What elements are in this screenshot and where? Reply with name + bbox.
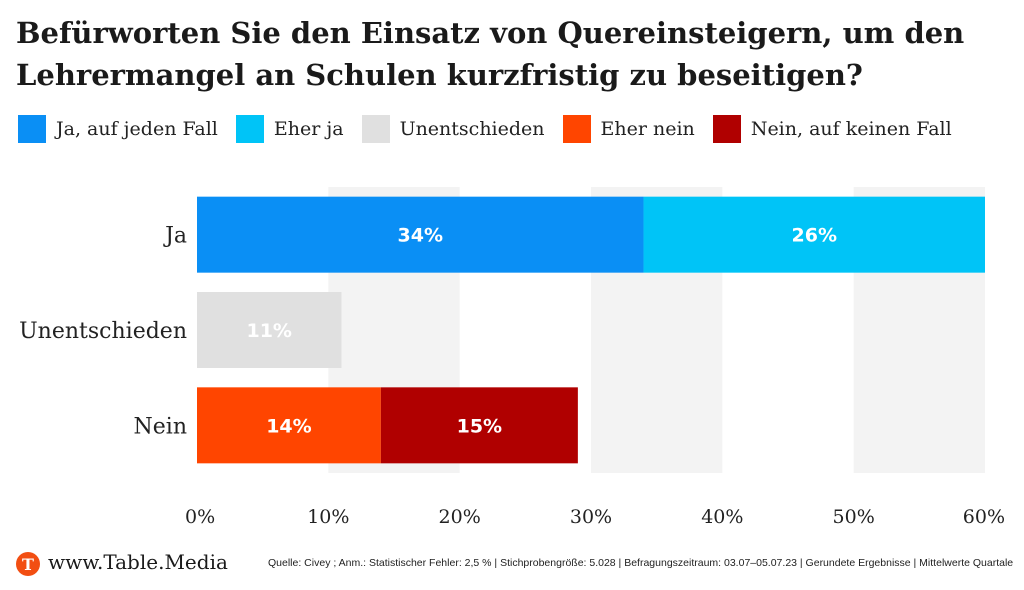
footer-site[interactable]: www.Table.Media xyxy=(48,550,228,574)
legend-swatch xyxy=(235,115,264,143)
legend-swatch xyxy=(562,115,591,143)
legend-swatch xyxy=(712,115,741,143)
bar xyxy=(197,387,381,464)
bar xyxy=(197,196,644,273)
legend-item: Eher nein xyxy=(562,115,695,143)
x-tick-label: 20% xyxy=(439,506,481,528)
bar xyxy=(197,292,342,368)
x-tick-label: 10% xyxy=(307,506,349,528)
bar xyxy=(643,196,985,273)
legend-item: Eher ja xyxy=(235,115,344,143)
category-label: Unentschieden xyxy=(19,319,187,344)
x-tick-label: 0% xyxy=(185,506,215,528)
legend-label: Ja, auf jeden Fall xyxy=(56,118,218,140)
chart-plot: 34% 26% 11% 14% 15% Ja Unentschieden Nein 0% 10… xyxy=(19,187,1005,528)
bar xyxy=(380,387,578,464)
x-axis-ticks: 0% 10% 20% 30% 40% 50% 60% xyxy=(185,506,1005,528)
legend-item: Ja, auf jeden Fall xyxy=(18,115,218,143)
chart-title: Befürworten Sie den Einsatz von Quereins… xyxy=(16,16,965,92)
bar-value-label: 14% xyxy=(266,415,311,437)
legend: Ja, auf jeden Fall Eher ja Unentschieden Eh… xyxy=(18,114,952,144)
footer-source: Quelle: Civey ; Anm.: Statistischer Fehl… xyxy=(268,557,1014,569)
bar-value-label: 15% xyxy=(457,415,502,437)
legend-label: Nein, auf keinen Fall xyxy=(750,118,952,140)
table-media-logo-icon: T xyxy=(16,552,40,576)
x-tick-label: 50% xyxy=(833,506,875,528)
category-labels: Ja Unentschieden Nein xyxy=(19,224,187,440)
legend-item: Unentschieden xyxy=(361,115,545,143)
bar-value-label: 34% xyxy=(398,225,443,247)
legend-label: Eher ja xyxy=(273,118,344,140)
x-tick-label: 30% xyxy=(570,506,612,528)
bars: 34% 26% 11% 14% 15% xyxy=(197,196,985,464)
legend-swatch xyxy=(18,115,46,143)
bar-value-label: 11% xyxy=(246,320,291,342)
legend-label: Eher nein xyxy=(600,118,695,140)
legend-swatch xyxy=(361,115,390,143)
bar-value-label: 26% xyxy=(792,225,837,247)
legend-label: Unentschieden xyxy=(399,118,545,140)
legend-item: Nein, auf keinen Fall xyxy=(712,115,952,143)
category-label: Ja xyxy=(163,224,187,249)
x-tick-label: 40% xyxy=(701,506,743,528)
x-tick-label: 60% xyxy=(963,506,1005,528)
category-label: Nein xyxy=(134,414,187,439)
